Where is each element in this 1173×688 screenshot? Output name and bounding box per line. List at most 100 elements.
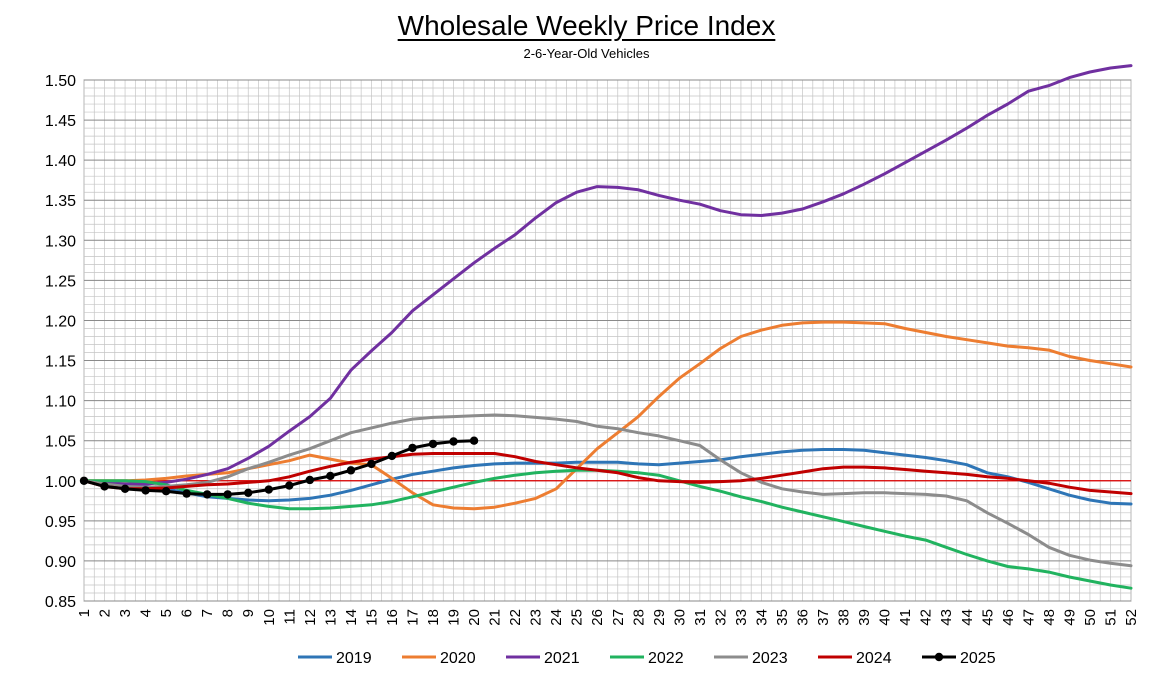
x-tick-label: 19 bbox=[446, 609, 463, 626]
x-tick-label: 52 bbox=[1123, 609, 1140, 626]
data-point-2025 bbox=[141, 486, 150, 495]
x-tick-label: 29 bbox=[651, 609, 668, 626]
x-tick-label: 10 bbox=[261, 609, 278, 626]
x-tick-label: 22 bbox=[507, 609, 524, 626]
data-point-2025 bbox=[326, 471, 335, 481]
y-tick-label: 0.90 bbox=[45, 554, 76, 571]
legend-label-2025: 2025 bbox=[960, 650, 996, 667]
y-tick-label: 0.95 bbox=[45, 514, 76, 531]
x-tick-label: 32 bbox=[712, 609, 729, 626]
x-tick-label: 9 bbox=[240, 609, 257, 617]
legend-label-2023: 2023 bbox=[752, 650, 788, 667]
data-point-2025 bbox=[387, 451, 397, 461]
x-tick-label: 28 bbox=[630, 609, 647, 626]
y-tick-label: 1.30 bbox=[45, 233, 76, 250]
x-tick-label: 24 bbox=[548, 609, 565, 626]
series-line-2021 bbox=[82, 64, 1133, 486]
y-tick-label: 1.35 bbox=[45, 193, 76, 210]
x-tick-label: 2 bbox=[97, 609, 114, 617]
x-tick-label: 21 bbox=[487, 609, 504, 626]
data-point-2025 bbox=[223, 490, 232, 499]
data-point-2025 bbox=[346, 466, 356, 475]
data-point-2025 bbox=[161, 486, 171, 496]
legend: 2019 2020 2021 2022 2023 2024 2025 bbox=[298, 650, 996, 667]
y-tick-label: 1.10 bbox=[45, 394, 76, 411]
x-tick-label: 37 bbox=[815, 609, 832, 626]
y-tick-label: 0.85 bbox=[45, 594, 76, 611]
x-tick-label: 44 bbox=[959, 609, 976, 626]
data-point-2025 bbox=[428, 439, 438, 449]
y-tick-label: 1.20 bbox=[45, 313, 76, 330]
data-point-2025 bbox=[285, 481, 294, 490]
x-tick-label: 50 bbox=[1082, 609, 1099, 626]
legend-label-2020: 2020 bbox=[440, 650, 476, 667]
data-point-2025 bbox=[202, 490, 212, 499]
x-tick-label: 34 bbox=[753, 609, 770, 626]
data-point-2025 bbox=[244, 488, 253, 497]
x-tick-label: 39 bbox=[856, 609, 873, 626]
y-tick-label: 1.00 bbox=[45, 474, 76, 491]
legend-label-2019: 2019 bbox=[336, 650, 372, 667]
x-tick-label: 51 bbox=[1102, 609, 1119, 626]
chart-subtitle: 2-6-Year-Old Vehicles bbox=[523, 46, 650, 61]
x-tick-label: 48 bbox=[1041, 609, 1058, 626]
x-tick-label: 40 bbox=[877, 609, 894, 626]
x-tick-label: 31 bbox=[692, 609, 709, 626]
x-tick-label: 23 bbox=[528, 609, 545, 626]
x-tick-label: 38 bbox=[836, 609, 853, 626]
x-tick-label: 6 bbox=[179, 609, 196, 617]
x-tick-label: 46 bbox=[1000, 609, 1017, 626]
x-tick-label: 4 bbox=[138, 609, 155, 617]
data-point-2025 bbox=[264, 485, 273, 494]
x-tick-label: 3 bbox=[117, 609, 134, 617]
grid bbox=[83, 79, 1132, 602]
x-tick-label: 1 bbox=[76, 609, 93, 617]
series-lines bbox=[79, 64, 1133, 590]
y-tick-label: 1.50 bbox=[45, 73, 76, 90]
x-tick-label: 13 bbox=[322, 609, 339, 626]
legend-label-2022: 2022 bbox=[648, 650, 684, 667]
y-tick-label: 1.05 bbox=[45, 434, 76, 451]
x-tick-label: 11 bbox=[281, 609, 298, 625]
data-point-2025 bbox=[79, 476, 89, 485]
legend-marker-2025 bbox=[934, 652, 944, 662]
x-tick-label: 8 bbox=[220, 609, 237, 617]
data-point-2025 bbox=[449, 437, 458, 446]
x-tick-label: 33 bbox=[733, 609, 750, 626]
x-tick-label: 14 bbox=[343, 609, 360, 626]
chart-title: Wholesale Weekly Price Index bbox=[397, 10, 776, 41]
x-tick-label: 12 bbox=[302, 609, 319, 626]
data-point-2025 bbox=[100, 482, 109, 491]
x-tick-label: 42 bbox=[918, 609, 935, 626]
x-tick-label: 36 bbox=[795, 609, 812, 626]
x-tick-label: 43 bbox=[938, 609, 955, 626]
legend-label-2024: 2024 bbox=[856, 650, 892, 667]
x-tick-label: 35 bbox=[774, 609, 791, 626]
x-tick-label: 5 bbox=[158, 609, 175, 617]
x-tick-label: 15 bbox=[363, 609, 380, 626]
x-tick-label: 18 bbox=[425, 609, 442, 626]
data-point-2025 bbox=[305, 475, 315, 485]
x-tick-label: 25 bbox=[569, 609, 586, 626]
x-tick-label: 41 bbox=[897, 609, 914, 626]
x-tick-label: 47 bbox=[1020, 609, 1037, 626]
series-line-2023 bbox=[82, 413, 1133, 568]
x-tick-label: 16 bbox=[384, 609, 401, 626]
x-tick-label: 20 bbox=[466, 609, 483, 626]
data-point-2025 bbox=[120, 484, 130, 493]
series-line-2019 bbox=[82, 448, 1133, 506]
axes: 0.85 0.90 0.95 1.00 1.05 1.10 1.15 1.20 1.25 1.30… bbox=[45, 73, 1140, 626]
x-tick-label: 17 bbox=[404, 609, 421, 626]
data-point-2025 bbox=[182, 489, 191, 498]
data-point-2025 bbox=[408, 443, 417, 453]
x-tick-label: 26 bbox=[589, 609, 606, 626]
x-tick-label: 45 bbox=[979, 609, 996, 626]
y-tick-label: 1.25 bbox=[45, 273, 76, 290]
data-point-2025 bbox=[469, 436, 479, 445]
series-line-2024 bbox=[82, 452, 1133, 496]
y-tick-label: 1.15 bbox=[45, 354, 76, 371]
x-tick-label: 7 bbox=[199, 609, 216, 617]
data-point-2025 bbox=[367, 459, 376, 469]
x-tick-label: 49 bbox=[1061, 609, 1078, 626]
